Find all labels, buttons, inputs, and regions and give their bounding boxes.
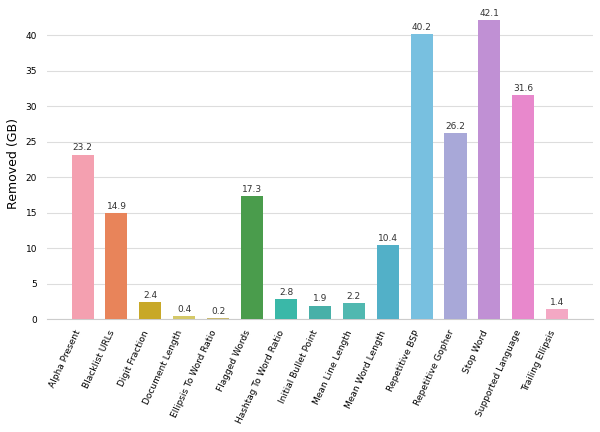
Bar xyxy=(377,245,399,319)
Text: 1.4: 1.4 xyxy=(550,298,565,307)
Bar xyxy=(139,302,161,319)
Text: 26.2: 26.2 xyxy=(446,122,466,131)
Bar xyxy=(106,213,127,319)
Y-axis label: Removed (GB): Removed (GB) xyxy=(7,118,20,209)
Text: 14.9: 14.9 xyxy=(106,202,127,211)
Text: 0.2: 0.2 xyxy=(211,307,226,315)
Bar xyxy=(343,303,365,319)
Bar xyxy=(445,133,467,319)
Bar xyxy=(275,299,297,319)
Text: 17.3: 17.3 xyxy=(242,185,262,194)
Text: 2.8: 2.8 xyxy=(279,288,293,297)
Bar xyxy=(478,20,500,319)
Bar xyxy=(241,197,263,319)
Bar xyxy=(546,309,568,319)
Text: 1.9: 1.9 xyxy=(313,295,327,303)
Text: 31.6: 31.6 xyxy=(513,84,533,93)
Text: 0.4: 0.4 xyxy=(177,305,191,314)
Bar xyxy=(173,316,195,319)
Text: 42.1: 42.1 xyxy=(479,10,499,18)
Text: 2.2: 2.2 xyxy=(347,292,361,302)
Text: 40.2: 40.2 xyxy=(412,23,431,32)
Bar xyxy=(207,318,229,319)
Text: 23.2: 23.2 xyxy=(73,143,92,152)
Text: 2.4: 2.4 xyxy=(143,291,157,300)
Bar xyxy=(410,34,433,319)
Bar xyxy=(512,95,535,319)
Bar xyxy=(71,155,94,319)
Text: 10.4: 10.4 xyxy=(377,234,398,243)
Bar xyxy=(309,305,331,319)
